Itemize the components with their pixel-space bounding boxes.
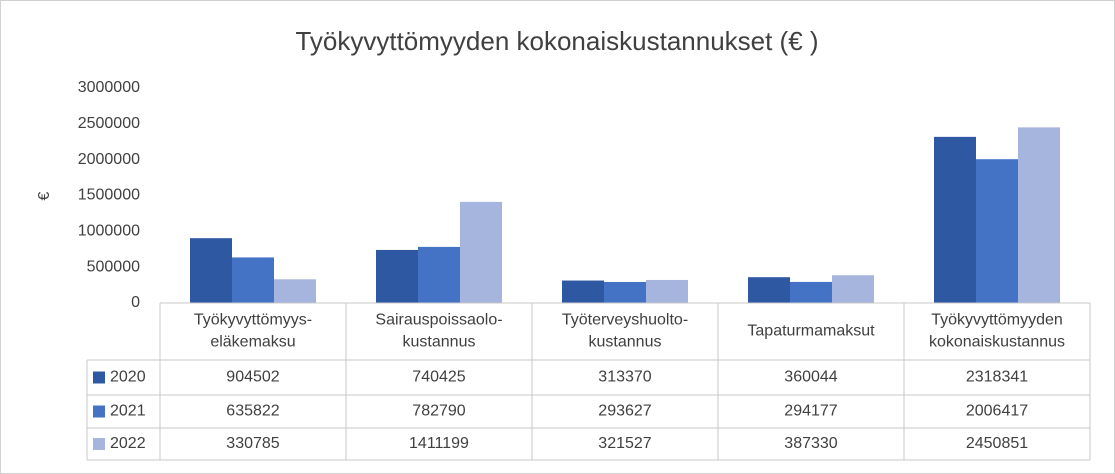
y-tick-label: 2500000 [78,115,140,132]
legend-key [93,438,105,450]
x-tick-label: Työkyvyttömyys-eläkemaksu [194,312,312,351]
legend-key [93,405,105,418]
y-tick-label: 1000000 [78,223,140,240]
y-tick-label: 500000 [87,258,140,275]
table-value: 1411199 [409,435,469,452]
bar [562,280,604,303]
table-value: 904502 [226,369,279,386]
table-value: 294177 [784,403,837,420]
table-value: 387330 [784,435,837,452]
x-tick-label: Työkyvyttömyyden kokonaiskustannus [929,312,1065,351]
legend-label: 2022 [110,435,146,452]
table-value: 330785 [226,435,279,452]
legend-label: 2021 [110,403,146,420]
bar [418,246,460,303]
bar [646,279,688,303]
table-value: 2450851 [966,435,1028,452]
table-value: 313370 [598,369,651,386]
y-tick-label: 0 [131,294,140,311]
table-value: 360044 [784,369,837,386]
bar [376,249,418,303]
table-value: 2318341 [966,369,1028,386]
table-value: 782790 [412,403,465,420]
table-value: 2006417 [966,403,1028,420]
table-value: 293627 [598,403,651,420]
bar [832,275,874,303]
y-tick-label: 3000000 [78,79,140,96]
x-tick-label: Tapaturmamaksut [747,323,875,340]
bar [1018,127,1060,303]
y-axis-label: € [36,191,53,200]
chart-title: Työkyvyttömyyden kokonaiskustannukset (€… [295,26,818,56]
bar [976,159,1018,303]
y-tick-label: 1500000 [78,187,140,204]
bar [460,201,502,303]
bar [232,257,274,303]
table-value: 740425 [412,369,465,386]
bar [604,281,646,303]
x-tick-label: Sairauspoissaolo-kustannus [375,312,502,351]
legend-key [93,371,105,384]
bar [790,281,832,303]
bar [934,136,976,303]
legend-label: 2020 [110,369,146,386]
bar [748,277,790,303]
bar [190,238,232,303]
bar [274,279,316,303]
table-value: 635822 [226,403,279,420]
y-tick-label: 2000000 [78,151,140,168]
x-tick-label: Työterveyshuolto-kustannus [562,312,688,351]
table-value: 321527 [598,435,651,452]
